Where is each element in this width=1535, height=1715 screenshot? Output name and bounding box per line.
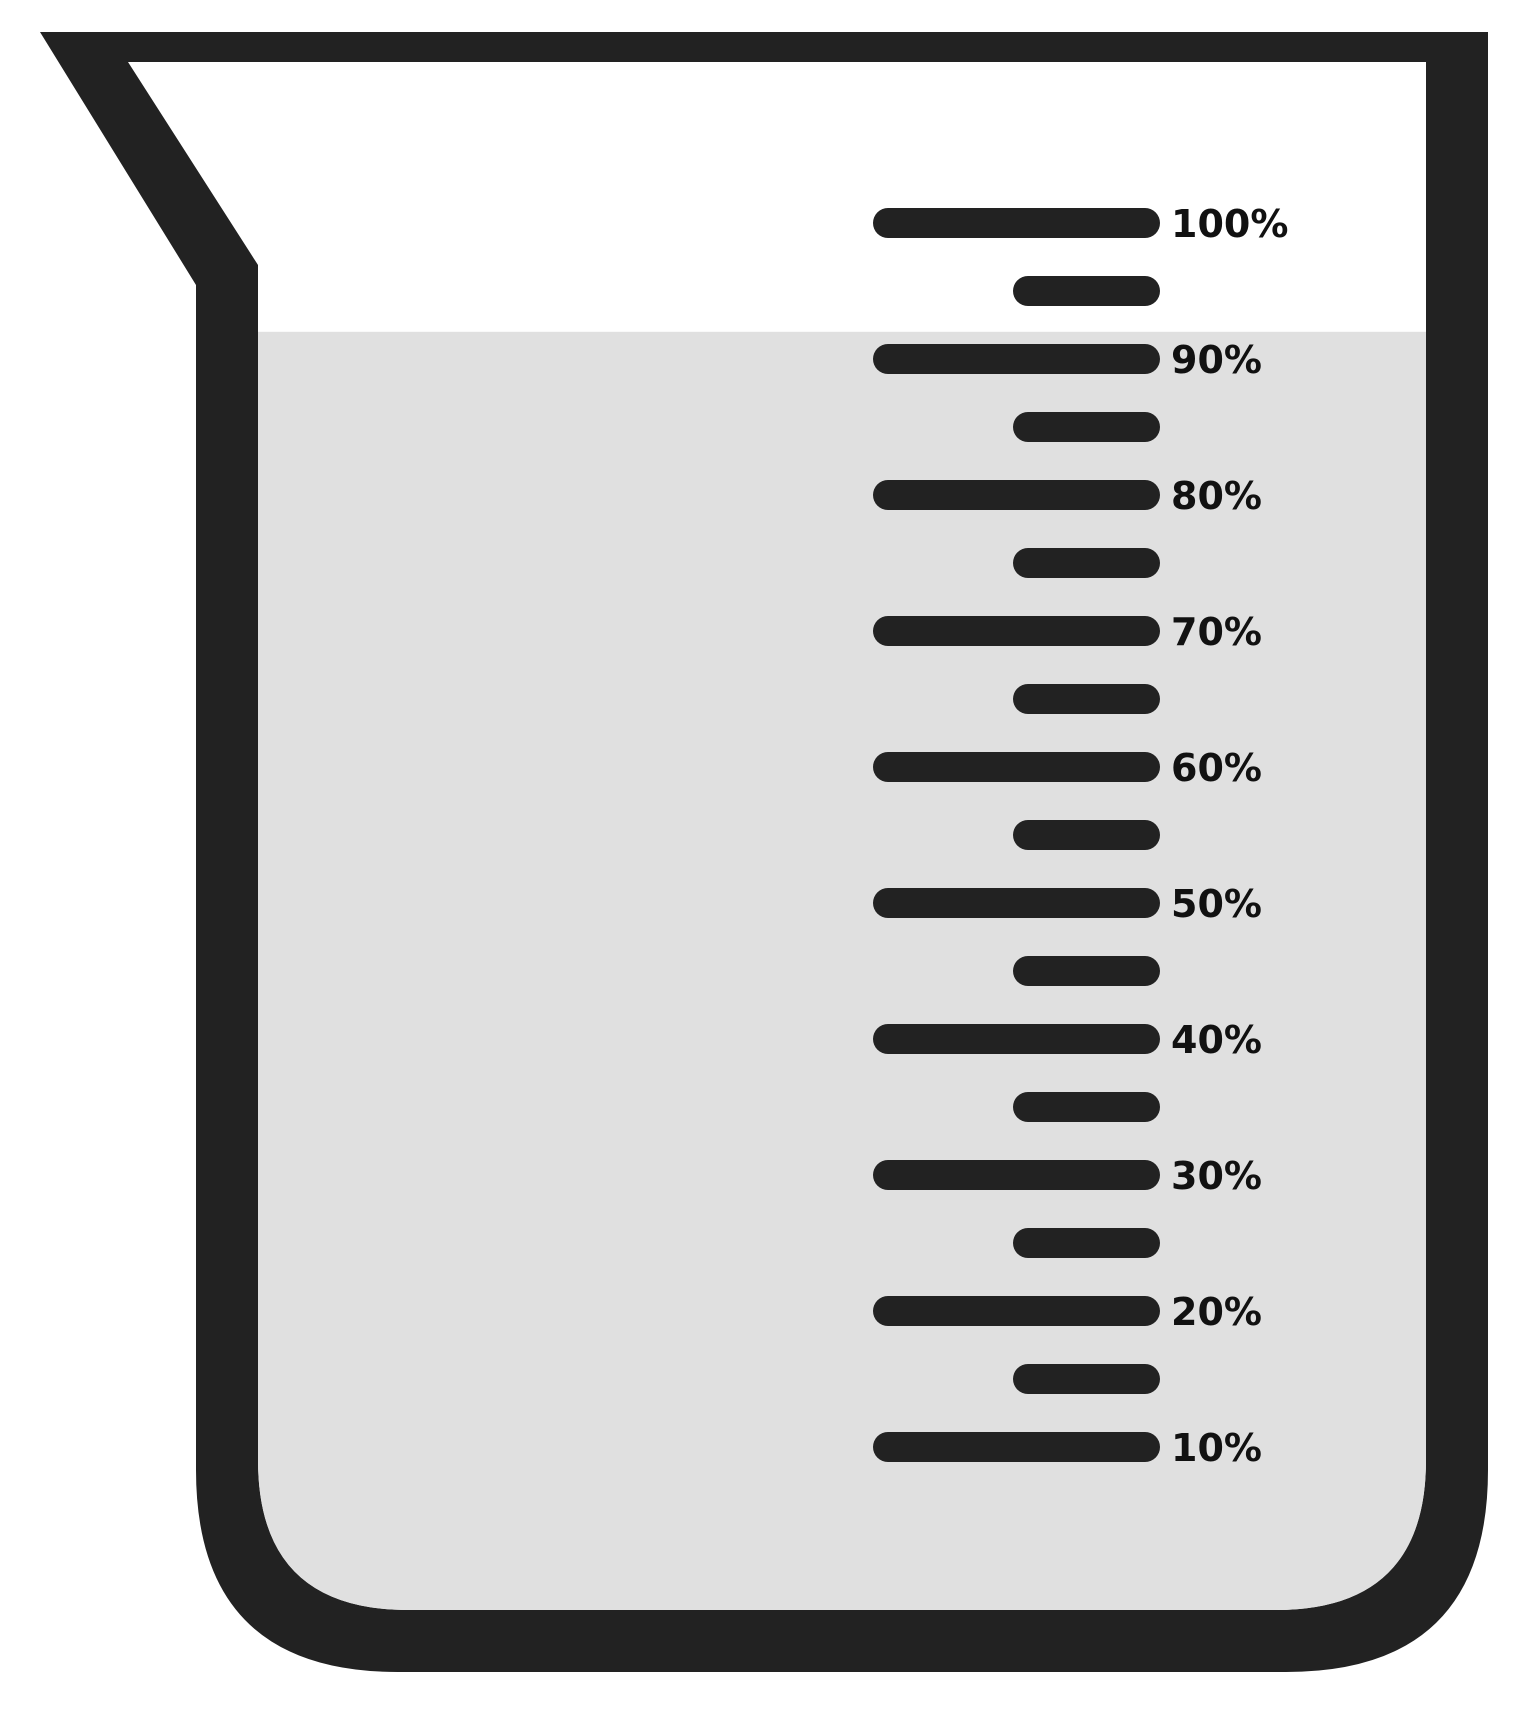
minor-tick-25 — [1013, 1228, 1160, 1258]
major-tick-10 — [873, 1432, 1160, 1462]
tick-label-10: 10% — [1171, 1426, 1262, 1470]
major-tick-20 — [873, 1296, 1160, 1326]
liquid-fill — [258, 331, 1426, 1610]
minor-tick-65 — [1013, 684, 1160, 714]
tick-label-40: 40% — [1171, 1018, 1262, 1062]
tick-label-50: 50% — [1171, 882, 1262, 926]
minor-tick-15 — [1013, 1364, 1160, 1394]
major-tick-60 — [873, 752, 1160, 782]
minor-tick-75 — [1013, 548, 1160, 578]
graduation-scale: 100% 90% 80% 70% 60% 50% 40% 30% 20% 10% — [873, 202, 1288, 1470]
tick-label-100: 100% — [1171, 202, 1288, 246]
tick-label-90: 90% — [1171, 338, 1262, 382]
minor-tick-85 — [1013, 412, 1160, 442]
minor-tick-45 — [1013, 956, 1160, 986]
major-tick-30 — [873, 1160, 1160, 1190]
tick-label-30: 30% — [1171, 1154, 1262, 1198]
major-tick-40 — [873, 1024, 1160, 1054]
tick-label-60: 60% — [1171, 746, 1262, 790]
major-tick-100 — [873, 208, 1160, 238]
tick-label-20: 20% — [1171, 1290, 1262, 1334]
minor-tick-55 — [1013, 820, 1160, 850]
major-tick-70 — [873, 616, 1160, 646]
minor-tick-35 — [1013, 1092, 1160, 1122]
major-tick-80 — [873, 480, 1160, 510]
major-tick-90 — [873, 344, 1160, 374]
tick-label-70: 70% — [1171, 610, 1262, 654]
minor-tick-95 — [1013, 276, 1160, 306]
major-tick-50 — [873, 888, 1160, 918]
tick-label-80: 80% — [1171, 474, 1262, 518]
